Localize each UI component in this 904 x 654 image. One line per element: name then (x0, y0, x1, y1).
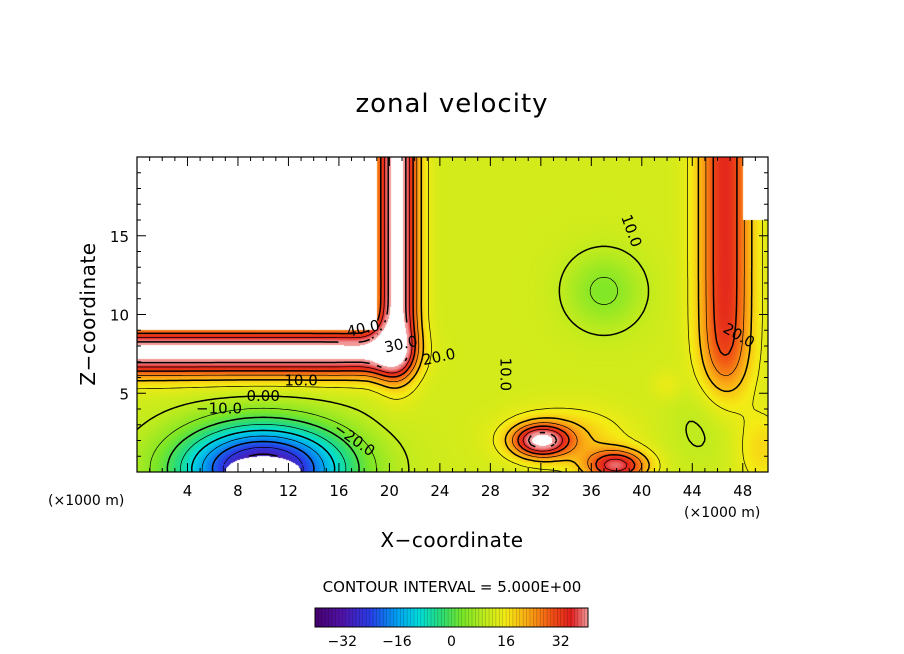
colorbar: −32 −16 0 16 32 (314, 607, 589, 650)
contour-line (166, 416, 360, 472)
contour-line (180, 424, 347, 472)
chart-title: zonal velocity (355, 89, 548, 119)
contour-line (137, 157, 738, 472)
y-tick-label: 10 (110, 307, 129, 325)
colorbar-gradient (315, 608, 588, 627)
velocity-field (137, 157, 768, 472)
y-axis-label: Z−coordinate (76, 242, 100, 385)
contour-label: 0.00 (246, 387, 279, 405)
contour-line (190, 429, 336, 472)
y-axis-ticks: 5 10 15 (110, 172, 768, 457)
contour-line (137, 157, 768, 472)
colorbar-tick-label: 16 (497, 634, 515, 650)
colorbar-tick-label: 32 (552, 634, 570, 650)
x-tick-label: 24 (430, 482, 449, 500)
colorbar-frame (314, 607, 589, 628)
y-tick-label: 5 (119, 385, 129, 403)
x-tick-label: 4 (183, 482, 193, 500)
contour-interval-text: CONTOUR INTERVAL = 5.000E+00 (323, 578, 582, 596)
x-tick-label: 28 (481, 482, 500, 500)
x-axis-label: X−coordinate (380, 528, 523, 552)
colorbar-stripes (318, 608, 585, 627)
plot-area (137, 157, 768, 472)
y-tick-label: 15 (110, 228, 129, 246)
contour-line (137, 157, 558, 448)
x-tick-label: 32 (531, 482, 550, 500)
contour-line (137, 157, 745, 472)
x-tick-label: 16 (329, 482, 348, 500)
x-unit-label-right: (×1000 m) (684, 505, 760, 521)
contour-line (222, 446, 304, 472)
contour-line (201, 435, 325, 472)
x-tick-label: 40 (632, 482, 651, 500)
contour-line (137, 157, 753, 472)
contour-label: 10.0 (496, 358, 514, 391)
x-tick-label: 20 (380, 482, 399, 500)
x-unit-label-left: (×1000 m) (48, 493, 124, 509)
colorbar-tick-label: 0 (447, 634, 456, 650)
contour-label: −10.0 (196, 400, 242, 418)
x-tick-label: 8 (233, 482, 243, 500)
colorbar-tick-label: −32 (328, 634, 358, 650)
contour-label: 10.0 (284, 371, 317, 389)
contour-line (137, 157, 628, 472)
colorbar-ticks: −32 −16 0 16 32 (328, 634, 570, 650)
x-tick-label: 36 (582, 482, 601, 500)
x-axis-ticks: 4 8 12 16 20 24 28 32 36 40 44 48 (149, 157, 756, 500)
contour-line (248, 453, 278, 458)
colorbar-tick-label: −16 (382, 634, 412, 650)
x-tick-label: 44 (683, 482, 702, 500)
x-tick-label: 12 (279, 482, 298, 500)
x-tick-label: 48 (733, 482, 752, 500)
contour-line (137, 245, 706, 472)
contour-lines (137, 157, 768, 472)
